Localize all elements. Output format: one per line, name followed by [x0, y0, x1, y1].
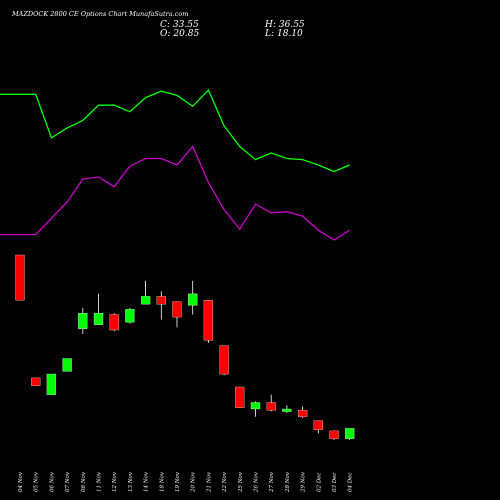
x-tick-label: 08 Nov: [81, 471, 87, 492]
candle-body-down: [172, 301, 182, 318]
x-tick-label: 02 Dec: [316, 473, 322, 493]
candle-body-up: [250, 402, 261, 410]
candle-body-up: [140, 296, 151, 305]
candle-body-down: [235, 386, 245, 408]
close-value: 33.55: [172, 20, 199, 30]
open-value: 20.85: [173, 29, 200, 39]
candle-body-up: [46, 373, 57, 395]
candle-3: [46, 373, 57, 395]
indicator-line-2: [0, 145, 351, 241]
x-tick-label: 29 Nov: [301, 471, 307, 493]
candle-14: [219, 345, 229, 376]
candle-body-up: [282, 408, 292, 412]
candle-17: [266, 394, 276, 412]
x-tick-label: 14 Nov: [144, 471, 150, 492]
candle-body-down: [15, 254, 25, 301]
candle-body-down: [109, 314, 119, 331]
candle-10: [156, 291, 166, 320]
candle-8: [125, 308, 135, 324]
low-value: 18.10: [277, 29, 303, 39]
candle-20: [313, 420, 323, 434]
candle-body-up: [62, 358, 72, 372]
candle-body-down: [219, 345, 229, 375]
x-tick-label: 22 Nov: [222, 471, 228, 493]
x-tick-label: 27 Nov: [269, 471, 275, 493]
candle-15: [235, 386, 245, 408]
x-tick-label: 12 Nov: [112, 471, 118, 492]
candle-13: [203, 300, 214, 343]
candle-22: [345, 428, 355, 440]
candle-11: [172, 301, 182, 328]
open-readout: O: 20.85: [160, 29, 199, 39]
high-readout: H: 36.55: [265, 20, 305, 30]
high-value: 36.55: [278, 20, 305, 30]
candle-4: [62, 358, 72, 372]
x-tick-label: 28 Nov: [285, 471, 291, 493]
candle-5: [78, 308, 88, 334]
x-tick-label: 06 Nov: [49, 471, 55, 492]
x-tick-label: 21 Nov: [206, 471, 212, 493]
x-tick-label: 07 Nov: [65, 471, 71, 492]
chart-title: MAZDOCK 2800 CE Options Chart MunafaSutr…: [12, 10, 189, 18]
candle-body-up: [78, 313, 88, 329]
candle-9: [140, 280, 151, 305]
candle-19: [297, 406, 308, 418]
candle-body-down: [329, 430, 339, 439]
indicator-line-1: [0, 88, 350, 173]
x-tick-label: 26 Nov: [254, 471, 260, 493]
open-label: O:: [160, 29, 171, 39]
candle-body-down: [203, 300, 214, 341]
x-tick-label: 04 Nov: [18, 471, 24, 492]
candle-7: [109, 313, 119, 332]
candle-16: [250, 401, 261, 417]
low-label: L:: [265, 29, 275, 39]
candle-body-up: [125, 309, 135, 323]
candle-body-down: [266, 402, 276, 411]
high-label: H:: [265, 20, 276, 30]
candle-2: [31, 377, 41, 386]
candle-6: [93, 293, 104, 325]
x-tick-label: 11 Nov: [97, 471, 103, 492]
close-readout: C: 33.55: [160, 20, 199, 30]
candle-body-up: [345, 428, 355, 439]
x-tick-label: 04 Dec: [348, 473, 354, 493]
candle-body-up: [93, 313, 104, 325]
candlesticks: [15, 254, 355, 440]
candle-21: [329, 430, 339, 440]
x-tick-label: 20 Nov: [191, 471, 197, 493]
x-tick-label: 19 Nov: [175, 471, 181, 492]
candle-body-down: [297, 410, 308, 417]
close-label: C:: [160, 20, 170, 30]
low-readout: L: 18.10: [265, 29, 303, 39]
candle-18: [282, 405, 292, 413]
candle-body-up: [188, 293, 198, 306]
x-tick-label: 18 Nov: [159, 471, 165, 492]
x-tick-label: 03 Dec: [332, 473, 338, 493]
candle-body-down: [313, 420, 323, 430]
candle-1: [15, 254, 25, 301]
x-tick-label: 05 Nov: [34, 471, 40, 492]
candle-12: [188, 280, 198, 315]
x-axis-labels: 04 Nov 05 Nov 06 Nov 07 Nov 08 Nov 11 Nov 12 N…: [18, 471, 354, 493]
indicator-lines: [0, 88, 351, 241]
x-tick-label: 13 Nov: [128, 471, 134, 492]
x-tick-label: 25 Nov: [238, 471, 244, 493]
candle-body-down: [31, 377, 41, 386]
candle-body-down: [156, 296, 166, 305]
